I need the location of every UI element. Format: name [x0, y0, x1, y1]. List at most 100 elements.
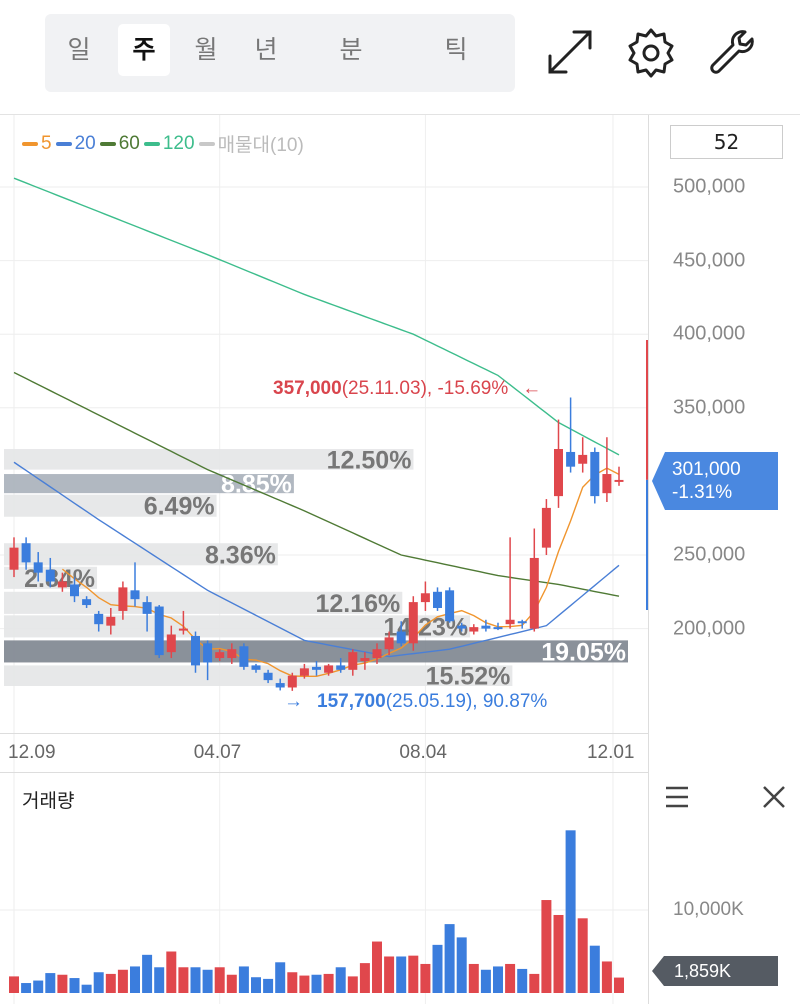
- volume-bar: [251, 977, 261, 993]
- candle-body: [614, 479, 624, 482]
- candle-body: [130, 590, 140, 600]
- x-tick-label: 08.04: [399, 742, 447, 763]
- candle-body: [94, 613, 104, 625]
- volume-bar: [589, 945, 600, 993]
- volume-bar: [142, 954, 153, 993]
- candle-body: [70, 584, 79, 597]
- right-arrow-icon: →: [284, 691, 303, 712]
- volume-bar: [565, 830, 576, 993]
- candle-body: [578, 454, 588, 464]
- tab-tick[interactable]: 틱: [444, 35, 468, 64]
- tab-week[interactable]: 주: [118, 24, 170, 76]
- candle-body: [384, 637, 394, 650]
- candle-body: [336, 665, 346, 670]
- candle-body: [348, 652, 358, 670]
- candle-body: [541, 507, 551, 548]
- candle-body: [178, 628, 188, 631]
- legend-ma20[interactable]: 20: [55, 133, 96, 155]
- candle-body: [251, 665, 261, 670]
- current-volume-badge: 1,859K: [652, 956, 778, 986]
- volume-profile-label: 14.23%: [383, 613, 468, 641]
- volume-bar: [21, 983, 32, 993]
- tab-month[interactable]: 월: [194, 35, 218, 64]
- y-tick-label: 500,000: [673, 175, 746, 198]
- high-annotation: 357,000(25.11.03), -15.69% ←: [273, 378, 542, 399]
- volume-bar: [299, 975, 310, 993]
- candle-body: [142, 602, 152, 614]
- volume-bar: [311, 974, 322, 993]
- y-tick-label: 200,000: [673, 617, 746, 640]
- candle-body: [517, 621, 527, 624]
- volume-bar: [408, 955, 419, 993]
- volume-bar: [166, 951, 177, 993]
- volume-bar: [468, 963, 479, 993]
- period-selector: 일 주 월 년 분 틱: [45, 14, 515, 92]
- volume-bar: [69, 978, 80, 993]
- volume-bar: [335, 967, 346, 993]
- close-icon[interactable]: [762, 785, 786, 809]
- legend-label: 매물대(10): [217, 135, 304, 156]
- candle-body: [590, 451, 600, 497]
- current-price-badge: 301,000 -1.31%: [652, 452, 778, 510]
- gear-icon[interactable]: [625, 26, 677, 78]
- volume-tick: 10,000K: [673, 899, 744, 920]
- candle-body: [106, 616, 116, 626]
- legend-ma5[interactable]: 5: [22, 133, 52, 155]
- candle-body: [215, 652, 225, 659]
- x-tick-label: 04.07: [193, 742, 242, 763]
- volume-bar: [214, 967, 225, 993]
- volume-profile-label: 8.36%: [205, 541, 276, 569]
- candle-body: [21, 543, 31, 563]
- tab-minute[interactable]: 분: [339, 35, 363, 64]
- toolbar: 일 주 월 년 분 틱: [0, 0, 800, 115]
- candle-body: [554, 449, 563, 497]
- volume-bar: [9, 976, 19, 993]
- volume-profile-label: 8.85%: [221, 471, 292, 499]
- x-tick-label: 12.09: [8, 742, 56, 763]
- volume-bar: [359, 963, 370, 993]
- legend-ma60[interactable]: 60: [99, 133, 140, 155]
- candle-body: [118, 587, 128, 611]
- volume-bar: [384, 956, 395, 993]
- volume-bar: [105, 973, 116, 993]
- axis-divider: [648, 115, 649, 1004]
- candle-body: [445, 590, 455, 622]
- tab-year[interactable]: 년: [254, 35, 278, 64]
- candle-body: [263, 672, 273, 681]
- candle-body: [481, 625, 491, 629]
- volume-bar: [347, 976, 358, 993]
- volume-bar: [263, 978, 274, 993]
- candle-body: [602, 474, 612, 494]
- candle-body: [33, 562, 43, 573]
- legend-ma120[interactable]: 120: [143, 133, 195, 155]
- date-axis: 12.09 04.07 08.04 12.01: [0, 733, 648, 773]
- volume-bar: [130, 966, 140, 993]
- tab-day[interactable]: 일: [67, 35, 91, 64]
- volume-profile-bar: [4, 474, 294, 494]
- menu-icon[interactable]: [664, 785, 690, 809]
- candle-body: [433, 591, 442, 608]
- volume-profile-label: 12.50%: [327, 446, 412, 474]
- y-tick-label: 450,000: [673, 249, 746, 272]
- low-annotation: → 157,700(25.05.19), 90.87%: [284, 691, 548, 712]
- volume-bar: [480, 969, 491, 993]
- volume-profile-bar: [4, 591, 403, 614]
- expand-icon[interactable]: [544, 26, 596, 78]
- y-tick-label: 250,000: [673, 543, 746, 566]
- legend-volume-profile[interactable]: 매물대(10): [198, 130, 304, 157]
- volume-profile-bar: [4, 665, 513, 687]
- left-arrow-icon: ←: [522, 378, 542, 399]
- candle-body: [408, 602, 418, 644]
- candle-count-input[interactable]: 52: [670, 125, 783, 159]
- wrench-icon[interactable]: [705, 26, 757, 78]
- volume-profile-bar: [4, 543, 278, 566]
- candle-body: [275, 683, 285, 688]
- candle-body: [505, 619, 515, 625]
- volume-bar: [323, 973, 334, 993]
- volume-bar: [432, 944, 443, 993]
- candle-body: [529, 557, 539, 629]
- candle-body: [360, 658, 370, 661]
- ma-legend: 5 20 60 120 매물대(10): [22, 130, 304, 157]
- volume-profile-label: 15.52%: [426, 663, 511, 691]
